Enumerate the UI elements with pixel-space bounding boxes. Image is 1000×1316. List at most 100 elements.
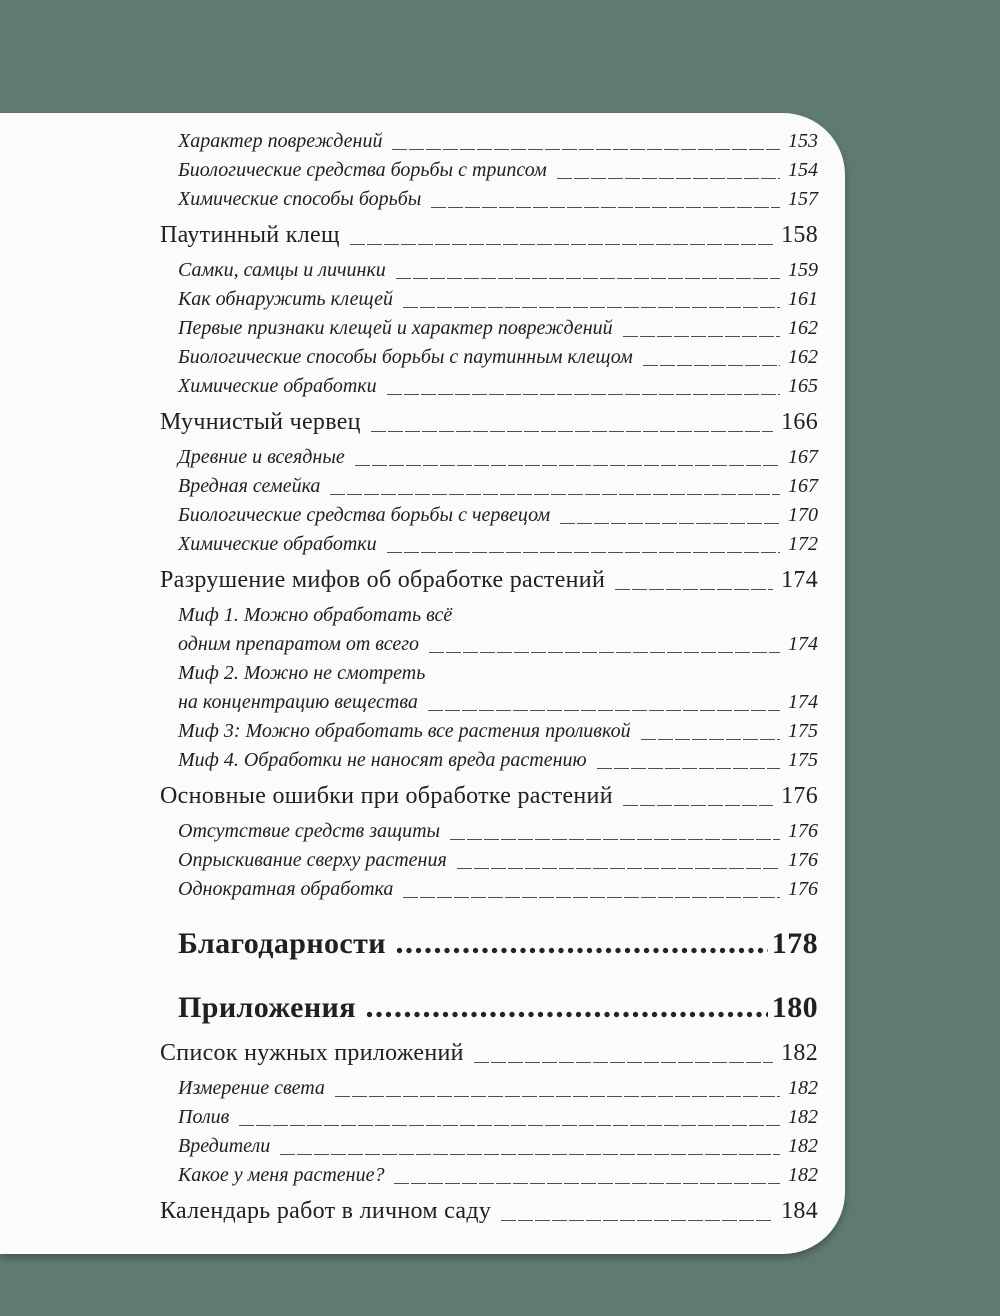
toc-entry-label: Древние и всеядные [178, 446, 345, 468]
toc-entry-label: на концентрацию вещества [178, 691, 418, 713]
toc-entry-page: 176 [788, 878, 818, 900]
toc-entry-page: 167 [788, 475, 818, 497]
toc-entry: Первые признаки клещей и характер повреж… [160, 314, 818, 343]
toc-leader [330, 494, 780, 495]
toc-entry-label: Миф 4. Обработки не наносят вреда растен… [178, 749, 587, 771]
toc-leader [402, 307, 780, 308]
toc-leader [427, 710, 780, 711]
toc-entry-page: 174 [788, 633, 818, 655]
toc-entry-label: Вредная семейка [178, 475, 321, 497]
toc-entry-label: Паутинный клещ [160, 222, 340, 248]
toc-entry-label: Характер повреждений [178, 130, 383, 152]
toc-entry: Вредители 182 [160, 1132, 818, 1161]
toc-list: Характер повреждений 153 Биологические с… [0, 113, 845, 1229]
toc-entry: Химические способы борьбы 157 [160, 185, 818, 214]
toc-entry: Отсутствие средств защиты 176 [160, 817, 818, 846]
toc-entry: Вредная семейка 167 [160, 472, 818, 501]
toc-leader [349, 244, 774, 245]
toc-entry-label: Опрыскивание сверху растения [178, 849, 447, 871]
toc-leader [365, 1011, 768, 1018]
toc-entry: Однократная обработка 176 [160, 875, 818, 904]
toc-entry-page: 182 [788, 1077, 818, 1099]
toc-entry: Список нужных приложений 182 [160, 1035, 818, 1071]
toc-page: Характер повреждений 153 Биологические с… [0, 113, 845, 1254]
toc-entry: Миф 1. Можно обработать всё [160, 601, 818, 630]
toc-leader [370, 431, 774, 432]
toc-entry: Паутинный клещ 158 [160, 217, 818, 253]
toc-entry-page: 175 [788, 749, 818, 771]
toc-entry-label: Химические обработки [178, 375, 377, 397]
toc-entry-label: Химические обработки [178, 533, 377, 555]
toc-leader [429, 652, 780, 653]
toc-entry-page: 176 [788, 820, 818, 842]
toc-entry-page: 176 [781, 783, 818, 809]
toc-entry-page: 184 [781, 1198, 818, 1224]
toc-entry: Как обнаружить клещей 161 [160, 285, 818, 314]
toc-entry-label: Миф 2. Можно не смотреть [178, 662, 426, 684]
toc-leader [615, 589, 774, 590]
toc-entry-page: 166 [781, 409, 818, 435]
toc-leader [642, 365, 780, 366]
toc-leader [556, 178, 780, 179]
toc-entry: Химические обработки 172 [160, 530, 818, 559]
toc-entry: Опрыскивание сверху растения 176 [160, 846, 818, 875]
toc-entry-label: одним препаратом от всего [178, 633, 420, 655]
toc-entry: Самки, самцы и личинки 159 [160, 256, 818, 285]
toc-entry-page: 175 [788, 720, 818, 742]
toc-entry-label: Однократная обработка [178, 878, 394, 900]
toc-entry: Древние и всеядные 167 [160, 443, 818, 472]
toc-entry-label: Календарь работ в личном саду [160, 1198, 492, 1224]
toc-entry-label: Как обнаружить клещей [178, 288, 393, 310]
toc-entry-page: 176 [788, 849, 818, 871]
toc-entry: Измерение света 182 [160, 1074, 818, 1103]
toc-entry-label: Химические способы борьбы [178, 188, 422, 210]
toc-entry-label: Отсутствие средств защиты [178, 820, 441, 842]
toc-entry-label: Измерение света [178, 1077, 325, 1099]
toc-entry: Приложения 180 [160, 984, 818, 1032]
toc-entry-page: 174 [781, 567, 818, 593]
toc-entry-label: Список нужных приложений [160, 1040, 464, 1066]
toc-leader [403, 897, 780, 898]
toc-entry-page: 178 [771, 927, 818, 960]
toc-leader [560, 523, 780, 524]
toc-entry-page: 182 [788, 1135, 818, 1157]
toc-entry: Миф 2. Можно не смотреть [160, 659, 818, 688]
toc-entry-page: 170 [788, 504, 818, 526]
toc-entry: Основные ошибки при обработке растений 1… [160, 778, 818, 814]
toc-entry-page: 182 [788, 1164, 818, 1186]
toc-leader [386, 552, 780, 553]
toc-entry-page: 161 [788, 288, 818, 310]
toc-entry: Благодарности 178 [160, 920, 818, 968]
toc-entry-label: Вредители [178, 1135, 271, 1157]
toc-leader [239, 1125, 780, 1126]
toc-entry: на концентрацию вещества 174 [160, 688, 818, 717]
toc-entry: Характер повреждений 153 [160, 127, 818, 156]
toc-entry-page: 159 [788, 259, 818, 281]
toc-leader [596, 768, 780, 769]
toc-entry-label: Мучнистый червец [160, 409, 361, 435]
toc-leader [354, 465, 780, 466]
toc-leader [456, 868, 780, 869]
toc-leader [395, 278, 780, 279]
toc-entry-page: 172 [788, 533, 818, 555]
toc-entry-page: 174 [788, 691, 818, 713]
toc-leader [386, 394, 780, 395]
toc-entry-label: Миф 1. Можно обработать всё [178, 604, 453, 626]
toc-entry: Биологические средства борьбы с трипсом … [160, 156, 818, 185]
toc-entry: Биологические способы борьбы с паутинным… [160, 343, 818, 372]
toc-entry-label: Биологические средства борьбы с червецом [178, 504, 551, 526]
toc-leader [501, 1220, 774, 1221]
toc-entry-page: 167 [788, 446, 818, 468]
toc-leader [395, 947, 768, 954]
toc-entry-page: 182 [788, 1106, 818, 1128]
toc-entry-page: 162 [788, 317, 818, 339]
toc-entry-page: 153 [788, 130, 818, 152]
toc-entry-label: Благодарности [178, 927, 386, 960]
toc-entry: Миф 4. Обработки не наносят вреда растен… [160, 746, 818, 775]
toc-entry-page: 154 [788, 159, 818, 181]
toc-entry-label: Биологические способы борьбы с паутинным… [178, 346, 633, 368]
toc-entry-label: Основные ошибки при обработке растений [160, 783, 613, 809]
toc-entry: Биологические средства борьбы с червецом… [160, 501, 818, 530]
toc-entry: Календарь работ в личном саду 184 [160, 1193, 818, 1229]
